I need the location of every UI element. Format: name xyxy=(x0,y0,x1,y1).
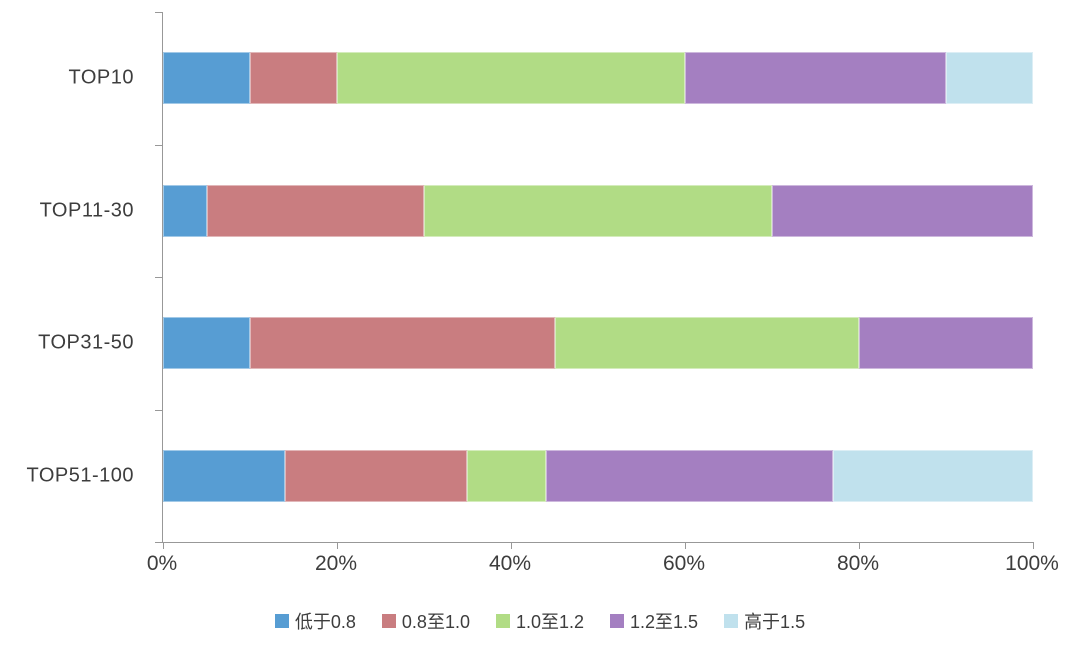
bar-segment xyxy=(337,52,685,105)
x-axis-tick xyxy=(684,542,686,549)
legend-swatch xyxy=(610,614,625,628)
bar-segment xyxy=(163,184,207,237)
bar-segment xyxy=(859,317,1033,370)
y-axis-tick xyxy=(155,542,163,543)
legend: 低于0.8 0.8至1.0 1.0至1.2 1.2至1.5 高于1.5 xyxy=(0,604,1080,638)
bar-segment xyxy=(772,184,1033,237)
legend-swatch xyxy=(495,614,510,628)
y-axis-labels: TOP10 TOP11-30 TOP31-50 TOP51-100 xyxy=(0,12,148,542)
category-row xyxy=(163,12,1033,145)
x-axis-labels: 0% 20% 40% 60% 80% 100% xyxy=(147,552,1059,582)
category-row xyxy=(163,277,1033,410)
x-axis-tick xyxy=(162,542,164,549)
y-axis-tick xyxy=(155,12,163,13)
legend-label: 1.2至1.5 xyxy=(630,612,699,632)
bar-segment xyxy=(250,317,555,370)
legend-item: 0.8至1.0 xyxy=(381,608,470,634)
bar-segment xyxy=(206,184,424,237)
x-tick-label: 100% xyxy=(1005,552,1059,575)
stacked-bar xyxy=(163,317,1033,370)
bar-segment xyxy=(554,317,859,370)
legend-item: 低于0.8 xyxy=(274,608,356,634)
x-axis-tick xyxy=(858,542,860,549)
y-axis-tick xyxy=(155,144,163,146)
bar-segment xyxy=(163,449,285,502)
bar-segment xyxy=(832,449,1033,502)
legend-label: 0.8至1.0 xyxy=(401,612,470,632)
x-tick-label: 40% xyxy=(488,552,532,575)
bar-segment xyxy=(424,184,772,237)
x-tick-label: 80% xyxy=(836,552,880,575)
legend-swatch xyxy=(381,614,396,628)
stacked-bar xyxy=(163,52,1033,105)
y-axis-tick xyxy=(155,277,163,278)
stacked-bar xyxy=(163,449,1033,502)
bar-segment xyxy=(163,317,250,370)
x-axis-tick xyxy=(510,542,512,549)
category-label: TOP51-100 xyxy=(26,464,134,487)
legend-label: 1.0至1.2 xyxy=(515,612,585,632)
plot-area xyxy=(155,12,1034,549)
category-label: TOP31-50 xyxy=(38,331,134,354)
category-row xyxy=(163,410,1033,543)
bar-segment xyxy=(163,52,250,105)
stacked-bar xyxy=(163,184,1033,237)
bar-segment xyxy=(250,52,337,105)
category-label: TOP11-30 xyxy=(39,199,134,222)
category-row xyxy=(163,145,1033,278)
x-axis-tick xyxy=(1032,542,1034,549)
bar-segment xyxy=(284,449,468,502)
legend-label: 低于0.8 xyxy=(294,612,356,632)
y-axis-tick xyxy=(155,409,163,411)
x-axis-tick xyxy=(336,542,338,549)
x-tick-label: 20% xyxy=(314,552,358,575)
legend-item: 1.2至1.5 xyxy=(610,608,698,634)
category-label: TOP10 xyxy=(68,66,134,89)
bar-segment xyxy=(685,52,946,105)
legend-swatch xyxy=(724,614,739,628)
legend-item: 高于1.5 xyxy=(724,608,805,634)
x-tick-label: 60% xyxy=(662,552,706,575)
bar-segment xyxy=(467,449,546,502)
legend-label: 高于1.5 xyxy=(744,612,806,632)
bar-segment xyxy=(946,52,1033,105)
legend-item: 1.0至1.2 xyxy=(495,608,585,634)
x-tick-label: 0% xyxy=(146,552,178,575)
bar-segment xyxy=(545,449,833,502)
legend-swatch xyxy=(274,614,289,628)
